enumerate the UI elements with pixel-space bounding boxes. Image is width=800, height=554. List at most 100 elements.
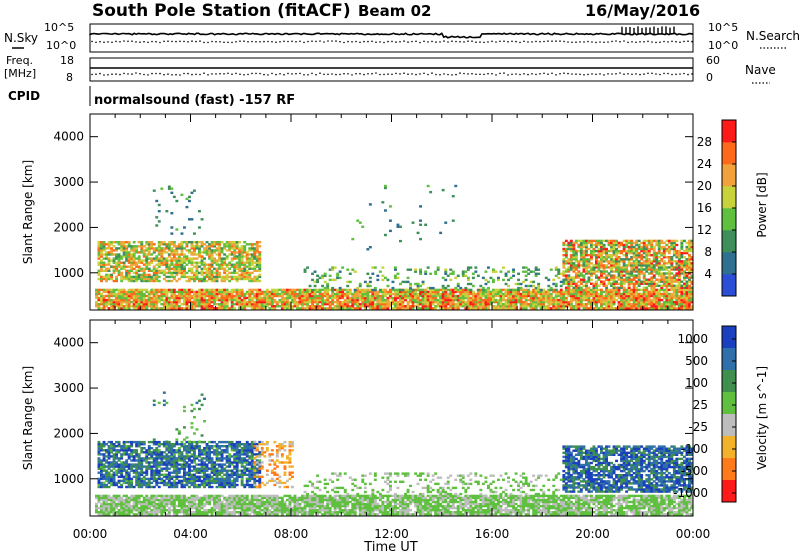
heatmap-cell (459, 303, 463, 306)
heatmap-cell (215, 263, 219, 266)
heatmap-cell (336, 274, 340, 277)
heatmap-cell (600, 282, 603, 285)
heatmap-cell (233, 251, 237, 254)
heatmap-cell (592, 270, 596, 273)
heatmap-cell (125, 305, 129, 308)
heatmap-cell (484, 278, 488, 282)
heatmap-cell (492, 290, 495, 294)
heatmap-cell (484, 270, 488, 273)
heatmap-cell (223, 257, 227, 260)
heatmap-cell (105, 243, 108, 246)
heatmap-cell (140, 288, 144, 292)
heatmap-cell (690, 262, 694, 265)
heatmap-cell (155, 255, 159, 258)
heatmap-cell (612, 282, 616, 285)
heatmap-cell (655, 298, 659, 302)
heatmap-cell (677, 266, 681, 269)
heatmap-cell (338, 292, 342, 296)
heatmap-cell (597, 241, 601, 245)
heatmap-cell (562, 300, 566, 304)
heatmap-cell (587, 262, 591, 265)
heatmap-cell (203, 298, 206, 302)
heatmap-cell (612, 260, 616, 263)
heatmap-cell (223, 267, 227, 270)
heatmap-cell (527, 298, 531, 302)
heatmap-cell (293, 292, 297, 296)
heatmap-cell (456, 296, 460, 300)
heatmap-cell (162, 243, 166, 246)
heatmap-cell (522, 300, 525, 304)
heatmap-cell (275, 288, 279, 292)
heatmap-cell (610, 300, 613, 304)
heatmap-cell (622, 254, 626, 257)
heatmap-cell (95, 494, 98, 498)
heatmap-cell (162, 294, 166, 298)
nave-point (375, 72, 377, 74)
heatmap-cell (301, 288, 304, 292)
heatmap-cell (280, 294, 284, 298)
colorbar-tick-label: 12 (697, 223, 712, 237)
heatmap-cell (145, 511, 149, 514)
heatmap-cell (642, 294, 646, 298)
heatmap-cell (677, 272, 681, 275)
heatmap-cell (268, 294, 272, 298)
heatmap-cell (250, 267, 254, 270)
heatmap-cell (135, 265, 139, 268)
heatmap-cell (647, 260, 651, 263)
heatmap-cell (303, 298, 307, 302)
heatmap-cell (157, 271, 161, 275)
heatmap-cell (132, 251, 136, 254)
heatmap-cell (517, 294, 520, 298)
heatmap-cell (198, 300, 201, 304)
heatmap-cell (112, 241, 116, 244)
heatmap-cell (240, 249, 244, 252)
heatmap-cell (127, 290, 131, 294)
heatmap-cell (371, 300, 375, 304)
heatmap-cell (680, 286, 684, 289)
heatmap-cell (537, 288, 541, 292)
heatmap-cell (243, 247, 247, 250)
heatmap-cell (203, 261, 206, 264)
heatmap-cell (569, 284, 573, 287)
nave-point (199, 73, 201, 76)
heatmap-cell (137, 245, 141, 248)
heatmap-cell (411, 303, 415, 306)
heatmap-cell (230, 271, 234, 275)
heatmap-cell (97, 498, 101, 502)
heatmap-cell (542, 292, 546, 296)
heatmap-cell (569, 307, 573, 310)
heatmap-cell (667, 288, 671, 292)
heatmap-cell (627, 294, 631, 298)
heatmap-cell (180, 257, 184, 260)
heatmap-cell (662, 284, 666, 287)
heatmap-cell (167, 267, 171, 270)
heatmap-cell (429, 300, 433, 304)
heatmap-cell (130, 263, 134, 266)
heatmap-cell (449, 305, 453, 308)
heatmap-cell (258, 275, 262, 279)
heatmap-cell (321, 294, 324, 298)
heatmap-cell (579, 294, 583, 298)
heatmap-cell (142, 259, 146, 262)
heatmap-cell (429, 290, 433, 294)
heatmap-cell (220, 288, 224, 292)
heatmap-cell (381, 266, 385, 269)
heatmap-cell (592, 303, 596, 306)
heatmap-cell (321, 303, 324, 306)
heatmap-cell (534, 296, 538, 300)
heatmap-cell (248, 249, 252, 252)
heatmap-cell (147, 279, 151, 283)
heatmap-cell (479, 300, 483, 304)
heatmap-cell (155, 259, 159, 262)
heatmap-cell (235, 298, 239, 302)
heatmap-cell (547, 284, 551, 288)
heatmap-cell (597, 270, 601, 273)
heatmap-cell (326, 288, 330, 292)
heatmap-cell (150, 303, 154, 306)
heatmap-cell (155, 249, 159, 252)
heatmap-cell (218, 273, 221, 277)
nave-point (167, 73, 169, 75)
heatmap-cell (647, 262, 651, 265)
heatmap-cell (338, 303, 342, 306)
heatmap-cell (127, 265, 131, 268)
